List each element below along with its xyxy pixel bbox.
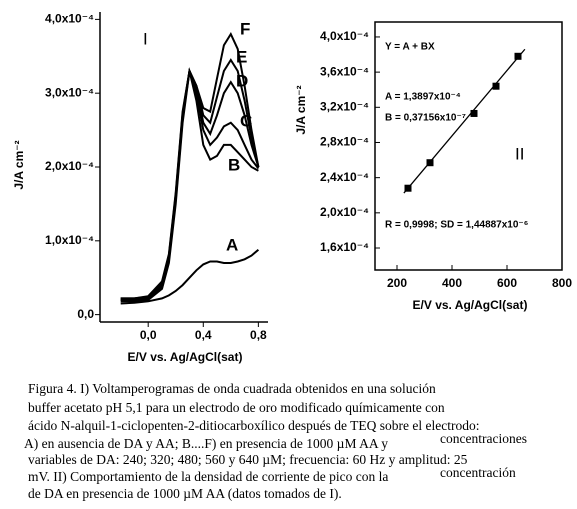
curve bbox=[120, 58, 260, 300]
x-tick-label: 0,0 bbox=[140, 328, 157, 342]
caption-line: variables de DA: 240; 320; 480; 560 y 64… bbox=[28, 452, 468, 467]
x-axis-title: E/V vs. Ag/AgCl(sat) bbox=[128, 350, 243, 364]
caption-line: de DA en presencia de 1000 µM AA (datos … bbox=[28, 486, 342, 501]
curve bbox=[120, 70, 260, 301]
y-tick-label: 3,2x10⁻⁴ bbox=[320, 99, 369, 113]
x-tick-label: 200 bbox=[387, 276, 407, 290]
point bbox=[404, 184, 412, 192]
point bbox=[426, 159, 434, 167]
y-tick-label: 4,0x10⁻⁴ bbox=[320, 29, 369, 43]
curve-label: B bbox=[228, 155, 240, 174]
annotation: II bbox=[515, 144, 524, 163]
curve-label: E bbox=[236, 47, 247, 66]
y-tick-label: 2,4x10⁻⁴ bbox=[320, 170, 369, 184]
caption-line: concentración bbox=[440, 465, 516, 480]
caption-line: buffer acetato pH 5,1 para un electrodo … bbox=[28, 400, 445, 415]
x-tick-label: 800 bbox=[552, 276, 572, 290]
point bbox=[470, 109, 478, 117]
y-tick-label: 3,0x10⁻⁴ bbox=[45, 85, 94, 99]
y-tick-label: 2,0x10⁻⁴ bbox=[320, 205, 369, 219]
curve bbox=[120, 248, 260, 305]
curve bbox=[120, 32, 260, 300]
x-axis-title: E/V vs. Ag/AgCl(sat) bbox=[413, 298, 528, 312]
annotation: I bbox=[143, 29, 148, 48]
y-tick-label: 1,0x10⁻⁴ bbox=[45, 233, 94, 247]
y-tick-label: 2,0x10⁻⁴ bbox=[45, 159, 94, 173]
x-tick-label: 0,4 bbox=[195, 328, 212, 342]
y-tick-label: 4,0x10⁻⁴ bbox=[45, 12, 94, 26]
annotation: R = 0,9998; SD = 1,44887x10⁻⁶ bbox=[385, 220, 528, 231]
y-axis-title: J/A cm⁻² bbox=[294, 85, 308, 134]
caption-line: concentraciones bbox=[440, 431, 527, 446]
annotation: B = 0,37156x10⁻⁷ bbox=[385, 113, 466, 124]
curve bbox=[120, 70, 259, 303]
point bbox=[514, 52, 522, 60]
x-tick-label: 600 bbox=[497, 276, 517, 290]
curve-label: F bbox=[240, 19, 250, 38]
annotation: A = 1,3897x10⁻⁴ bbox=[385, 92, 461, 103]
point bbox=[492, 82, 500, 90]
annotation: Y = A + BX bbox=[385, 42, 435, 53]
caption-line: mV. II) Comportamiento de la densidad de… bbox=[28, 469, 388, 484]
y-tick-label: 0,0 bbox=[77, 307, 94, 321]
y-tick-label: 3,6x10⁻⁴ bbox=[320, 64, 369, 78]
y-axis-title: J/A cm⁻² bbox=[12, 140, 26, 189]
curve bbox=[120, 67, 260, 301]
caption-line: A) en ausencia de DA y AA; B....F) en pr… bbox=[24, 436, 388, 451]
x-tick-label: 400 bbox=[442, 276, 462, 290]
x-tick-label: 0,8 bbox=[250, 328, 267, 342]
caption-line: Figura 4. I) Voltamperogramas de onda cu… bbox=[28, 381, 436, 396]
caption-line: ácido N-alquil-1-ciclopenten-2-ditiocarb… bbox=[28, 418, 479, 433]
y-tick-label: 1,6x10⁻⁴ bbox=[320, 240, 369, 254]
curve-label: A bbox=[226, 235, 238, 254]
y-tick-label: 2,8x10⁻⁴ bbox=[320, 135, 369, 149]
fit-line bbox=[403, 48, 526, 194]
plot-frame bbox=[374, 21, 563, 271]
